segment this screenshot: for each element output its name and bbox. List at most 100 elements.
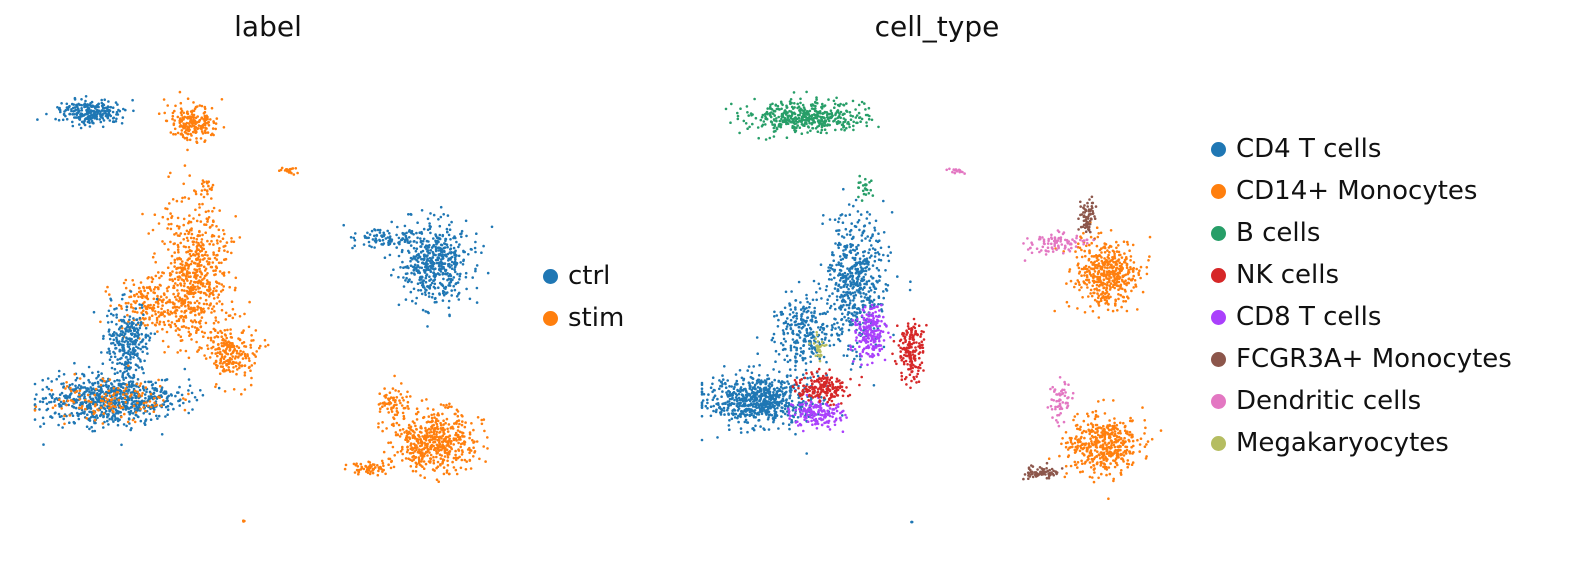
cell-point <box>434 267 437 271</box>
cell-point <box>176 131 180 135</box>
cell-point <box>41 378 44 382</box>
cell-point <box>169 402 172 405</box>
cell-point <box>415 269 418 272</box>
cell-point <box>126 361 130 365</box>
cell-point <box>214 316 217 319</box>
cell-point <box>436 427 440 431</box>
cell-point <box>170 216 173 220</box>
cell-point <box>235 352 239 355</box>
cell-point <box>203 253 207 256</box>
cell-point <box>157 310 160 314</box>
cell-point <box>214 122 218 125</box>
cell-point <box>230 345 234 349</box>
cell-point <box>375 233 379 237</box>
cell-point <box>862 275 865 279</box>
cell-point <box>876 281 879 284</box>
cell-point <box>410 231 414 235</box>
cell-point <box>819 263 823 267</box>
cell-point <box>41 416 45 420</box>
cell-point <box>148 400 152 403</box>
cell-point <box>406 446 409 449</box>
cell-point <box>749 112 753 115</box>
cell-point <box>200 264 203 267</box>
cell-point <box>842 303 845 307</box>
cell-point <box>390 460 393 464</box>
cell-point <box>90 391 93 395</box>
cell-point <box>140 394 143 398</box>
cell-point <box>862 254 865 258</box>
cell-point <box>393 374 396 378</box>
cell-point <box>436 425 439 429</box>
cell-point <box>377 403 381 406</box>
cell-point <box>420 266 424 270</box>
cell-point <box>861 303 865 307</box>
cell-point <box>148 336 152 340</box>
cell-point <box>102 337 105 340</box>
cell-point <box>409 240 412 243</box>
cell-point <box>74 384 77 388</box>
cell-point <box>115 110 119 114</box>
cell-point <box>130 321 134 324</box>
cell-point <box>104 109 107 113</box>
cell-point <box>90 387 94 391</box>
cell-point <box>422 415 426 419</box>
cell-point <box>847 287 850 291</box>
cell-point <box>203 331 206 335</box>
cell-point <box>422 467 426 471</box>
cell-point <box>873 303 876 306</box>
cell-point <box>446 252 450 256</box>
cell-point <box>459 272 462 276</box>
cell-point <box>421 308 425 312</box>
cell-point <box>220 283 224 286</box>
cell-point <box>186 138 189 142</box>
cell-point <box>175 305 179 309</box>
cell-point <box>880 309 884 313</box>
cell-point <box>33 397 37 401</box>
cell-point <box>85 389 89 393</box>
cell-point <box>773 119 776 122</box>
cell-point <box>217 386 221 390</box>
cell-point <box>412 287 416 291</box>
cell-point <box>100 101 104 105</box>
cell-point <box>870 254 873 257</box>
cell-point <box>147 380 151 384</box>
cell-point <box>171 117 174 121</box>
cell-point <box>180 129 184 132</box>
cell-point <box>133 293 136 297</box>
cell-point <box>411 429 415 433</box>
cell-point <box>59 110 62 114</box>
cluster-ctrl <box>33 361 221 447</box>
cell-point <box>50 416 54 419</box>
cell-point <box>821 102 824 106</box>
cell-point <box>33 418 37 421</box>
cell-point <box>442 423 445 426</box>
cell-point <box>65 403 68 407</box>
cell-point <box>852 235 855 239</box>
cell-point <box>429 270 433 274</box>
cell-point <box>845 303 849 307</box>
cell-point <box>179 107 183 110</box>
cell-point <box>399 393 403 396</box>
cell-point <box>353 238 357 242</box>
cell-point <box>186 273 189 276</box>
cell-point <box>473 451 476 454</box>
cell-point <box>459 466 463 470</box>
cell-point <box>138 306 142 310</box>
cell-point <box>456 429 460 432</box>
cell-point <box>243 371 247 374</box>
cell-point <box>453 268 456 272</box>
cell-point <box>77 406 81 410</box>
cell-point <box>92 415 96 419</box>
cell-point <box>390 240 393 243</box>
cell-point <box>862 250 865 254</box>
cell-point <box>250 364 254 367</box>
cell-point <box>877 269 881 272</box>
cell-point <box>753 97 756 101</box>
cell-point <box>102 334 105 338</box>
cell-point <box>452 466 456 469</box>
cell-point <box>390 410 394 413</box>
cell-point <box>463 440 467 444</box>
cell-point <box>206 239 209 243</box>
cell-point <box>409 425 413 429</box>
cell-point <box>818 122 822 126</box>
